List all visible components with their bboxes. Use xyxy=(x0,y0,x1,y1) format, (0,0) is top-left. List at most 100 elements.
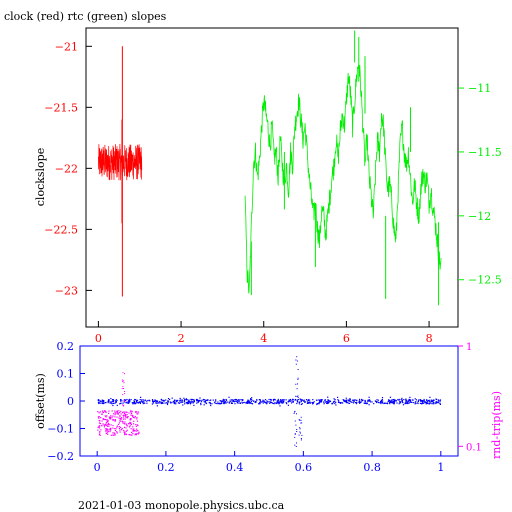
blue-point xyxy=(234,403,236,405)
magenta-point xyxy=(129,425,131,427)
blue-point xyxy=(412,399,414,401)
blue-point xyxy=(324,399,326,402)
blue-point xyxy=(401,397,403,399)
blue-point xyxy=(401,399,403,401)
blue-point xyxy=(350,401,352,403)
blue-point xyxy=(142,401,144,403)
magenta-point xyxy=(105,430,107,432)
blue-point xyxy=(364,401,367,403)
blue-point xyxy=(266,402,268,404)
blue-point xyxy=(427,402,429,404)
blue-point xyxy=(239,399,241,401)
blue-point xyxy=(296,400,298,402)
blue-point xyxy=(228,401,230,403)
magenta-point xyxy=(111,410,113,412)
blue-point xyxy=(292,400,294,403)
magenta-point xyxy=(130,412,133,415)
blue-point xyxy=(133,402,135,404)
magenta-point xyxy=(112,415,114,417)
magenta-point xyxy=(107,424,109,426)
blue-point xyxy=(408,399,410,402)
blue-point xyxy=(296,401,299,403)
blue-outlier-point xyxy=(298,434,300,436)
blue-point xyxy=(151,403,153,405)
blue-point xyxy=(375,400,377,403)
magenta-point xyxy=(115,413,117,415)
blue-point xyxy=(349,400,351,402)
blue-point xyxy=(143,401,145,403)
magenta-point xyxy=(132,429,134,431)
magenta-point xyxy=(112,419,114,421)
blue-point xyxy=(116,399,118,402)
magenta-point xyxy=(103,426,105,428)
blue-point xyxy=(373,403,375,405)
blue-point xyxy=(177,399,179,402)
magenta-point xyxy=(105,411,107,413)
blue-outlier-point xyxy=(296,413,297,415)
magenta-point xyxy=(136,418,138,420)
blue-point xyxy=(261,400,263,403)
blue-point xyxy=(326,401,328,403)
blue-point xyxy=(100,402,102,404)
magenta-point xyxy=(109,416,112,418)
magenta-point xyxy=(98,427,101,429)
magenta-point xyxy=(108,416,110,418)
blue-outlier-point xyxy=(297,383,298,385)
magenta-point xyxy=(98,417,100,419)
magenta-point xyxy=(114,434,116,436)
blue-point xyxy=(344,401,346,403)
blue-outlier-point xyxy=(296,356,298,358)
blue-point xyxy=(351,401,353,403)
blue-point xyxy=(120,400,122,402)
blue-outlier-point xyxy=(300,416,302,418)
blue-point xyxy=(165,399,167,401)
magenta-point xyxy=(115,428,117,430)
blue-point xyxy=(119,403,121,405)
x-tick-label-bottom: 0.2 xyxy=(157,461,175,474)
blue-point xyxy=(421,400,423,403)
blue-point xyxy=(352,399,354,401)
blue-point xyxy=(248,401,250,403)
magenta-point xyxy=(127,423,130,425)
blue-point xyxy=(437,402,440,404)
blue-point xyxy=(135,399,137,401)
magenta-point xyxy=(136,411,138,413)
blue-outlier-point xyxy=(297,377,299,379)
magenta-point xyxy=(114,414,116,416)
blue-point xyxy=(427,400,429,402)
blue-point xyxy=(211,403,213,405)
blue-point xyxy=(125,402,127,404)
blue-point xyxy=(219,403,221,405)
blue-point xyxy=(269,402,271,404)
blue-point xyxy=(152,402,155,404)
blue-point xyxy=(134,398,136,401)
magenta-point xyxy=(130,411,132,413)
magenta-point xyxy=(132,432,134,435)
magenta-spike-point xyxy=(122,405,124,407)
blue-point xyxy=(272,398,275,401)
blue-point xyxy=(232,400,234,402)
x-tick-label-top: 4 xyxy=(260,332,267,345)
blue-point xyxy=(241,399,243,401)
magenta-point xyxy=(123,429,125,431)
magenta-point xyxy=(128,412,130,414)
magenta-point xyxy=(129,418,131,420)
magenta-point xyxy=(128,423,130,425)
blue-point xyxy=(188,401,190,403)
blue-point xyxy=(179,397,181,399)
blue-point xyxy=(114,400,117,402)
blue-point xyxy=(198,399,200,401)
blue-point xyxy=(146,402,148,404)
blue-point xyxy=(423,398,425,401)
blue-point xyxy=(252,400,255,402)
magenta-point xyxy=(108,429,110,431)
blue-point xyxy=(132,402,134,404)
blue-point xyxy=(274,402,276,404)
blue-point xyxy=(111,403,113,405)
blue-point xyxy=(418,399,420,401)
blue-point xyxy=(110,398,112,400)
blue-point xyxy=(285,402,287,404)
blue-point xyxy=(113,402,115,404)
blue-point xyxy=(250,402,252,404)
blue-point xyxy=(223,400,225,402)
